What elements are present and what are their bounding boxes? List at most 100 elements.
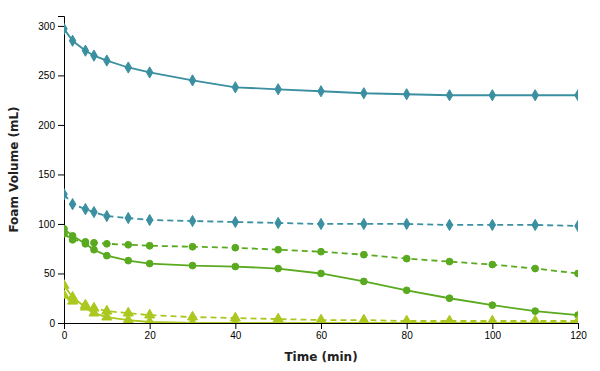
marker (64, 23, 67, 34)
marker (489, 302, 496, 309)
tick-label: 250 (38, 70, 55, 81)
tick-label: 200 (38, 120, 55, 131)
marker (360, 278, 367, 285)
marker (275, 246, 282, 253)
tick-mark (58, 75, 64, 76)
tick: 50 (44, 268, 64, 279)
marker (575, 270, 578, 277)
y-axis-title: Foam Volume (mL) (7, 106, 21, 232)
tick-mark (58, 26, 64, 27)
x-axis-title: Time (min) (284, 350, 357, 364)
tick-label: 40 (230, 330, 242, 341)
tick: 40 (230, 323, 242, 341)
marker (360, 251, 367, 258)
tick: 100 (38, 219, 64, 230)
tick-mark (58, 125, 64, 126)
series (64, 189, 578, 232)
marker (318, 86, 324, 97)
marker (69, 35, 75, 46)
chart: 020406080100120050100150200250300Time (m… (0, 0, 600, 371)
tick-label: 80 (402, 330, 414, 341)
tick-mark (235, 323, 236, 329)
tick: 20 (145, 323, 157, 341)
tick-mark (492, 323, 493, 329)
marker (402, 315, 412, 323)
marker (104, 55, 110, 66)
marker (275, 84, 281, 95)
marker (532, 219, 538, 230)
marker (318, 270, 325, 277)
marker (189, 243, 196, 250)
marker (82, 45, 88, 56)
x-axis: 0 20 40 60 80 100 120 (62, 323, 588, 341)
marker (64, 280, 69, 289)
tick: 200 (38, 120, 64, 131)
marker (64, 230, 67, 237)
tick: 250 (38, 70, 64, 81)
tick-label: 60 (316, 330, 328, 341)
tick-label: 300 (38, 21, 55, 32)
marker (102, 305, 112, 314)
marker (403, 218, 409, 229)
marker (230, 312, 240, 321)
marker (91, 239, 98, 246)
tick-mark (578, 323, 579, 329)
tick-label: 20 (145, 330, 157, 341)
marker (532, 265, 539, 272)
marker (103, 252, 110, 259)
tick: 300 (38, 21, 64, 32)
y-axis-line (58, 17, 65, 324)
marker (487, 315, 497, 323)
series-group (64, 23, 578, 323)
marker (232, 263, 239, 270)
tick-label: 100 (38, 219, 55, 230)
marker (125, 212, 131, 223)
x-axis-line (65, 324, 579, 330)
marker (104, 210, 110, 221)
marker (318, 248, 325, 255)
marker (532, 308, 539, 315)
series (64, 280, 578, 323)
line (64, 229, 578, 315)
marker (64, 289, 69, 298)
marker (146, 67, 152, 78)
series (64, 23, 578, 101)
tick-mark (58, 323, 64, 324)
tick: 60 (316, 323, 328, 341)
marker (125, 257, 132, 264)
marker (446, 90, 452, 101)
tick: 120 (570, 323, 587, 341)
tick-label: 100 (484, 330, 501, 341)
marker (275, 217, 281, 228)
tick: 0 (62, 323, 68, 341)
line (64, 234, 578, 274)
tick-mark (321, 323, 322, 329)
background (0, 0, 600, 371)
tick-label: 0 (49, 318, 55, 329)
marker (189, 262, 196, 269)
marker (273, 313, 283, 322)
marker (489, 261, 496, 268)
marker (275, 265, 282, 272)
marker (403, 255, 410, 262)
marker (125, 241, 132, 248)
marker (68, 295, 78, 304)
marker (489, 219, 495, 230)
tick-label: 120 (570, 330, 587, 341)
marker (446, 295, 453, 302)
tick: 80 (402, 323, 414, 341)
marker (82, 204, 88, 215)
tick-mark (150, 323, 151, 329)
marker (530, 315, 540, 323)
marker (232, 244, 239, 251)
marker (532, 90, 538, 101)
marker (189, 75, 195, 86)
marker (361, 88, 367, 99)
marker (361, 218, 367, 229)
tick: 100 (484, 323, 501, 341)
marker (446, 219, 452, 230)
marker (232, 82, 238, 93)
marker (446, 258, 453, 265)
tick-mark (58, 273, 64, 274)
marker (103, 240, 110, 247)
